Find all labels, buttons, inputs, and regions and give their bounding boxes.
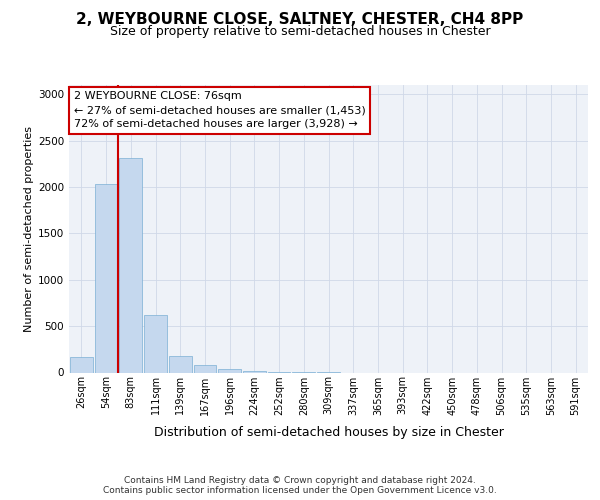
Text: 2 WEYBOURNE CLOSE: 76sqm
← 27% of semi-detached houses are smaller (1,453)
72% o: 2 WEYBOURNE CLOSE: 76sqm ← 27% of semi-d… bbox=[74, 92, 365, 130]
Bar bbox=[169, 356, 191, 372]
Y-axis label: Number of semi-detached properties: Number of semi-detached properties bbox=[24, 126, 34, 332]
Text: Distribution of semi-detached houses by size in Chester: Distribution of semi-detached houses by … bbox=[154, 426, 504, 439]
Text: Contains public sector information licensed under the Open Government Licence v3: Contains public sector information licen… bbox=[103, 486, 497, 495]
Bar bbox=[119, 158, 142, 372]
Text: 2, WEYBOURNE CLOSE, SALTNEY, CHESTER, CH4 8PP: 2, WEYBOURNE CLOSE, SALTNEY, CHESTER, CH… bbox=[76, 12, 524, 28]
Bar bbox=[194, 364, 216, 372]
Bar bbox=[144, 314, 167, 372]
Text: Contains HM Land Registry data © Crown copyright and database right 2024.: Contains HM Land Registry data © Crown c… bbox=[124, 476, 476, 485]
Bar bbox=[243, 370, 266, 372]
Bar bbox=[95, 184, 118, 372]
Bar bbox=[70, 356, 93, 372]
Text: Size of property relative to semi-detached houses in Chester: Size of property relative to semi-detach… bbox=[110, 25, 490, 38]
Bar bbox=[218, 370, 241, 372]
